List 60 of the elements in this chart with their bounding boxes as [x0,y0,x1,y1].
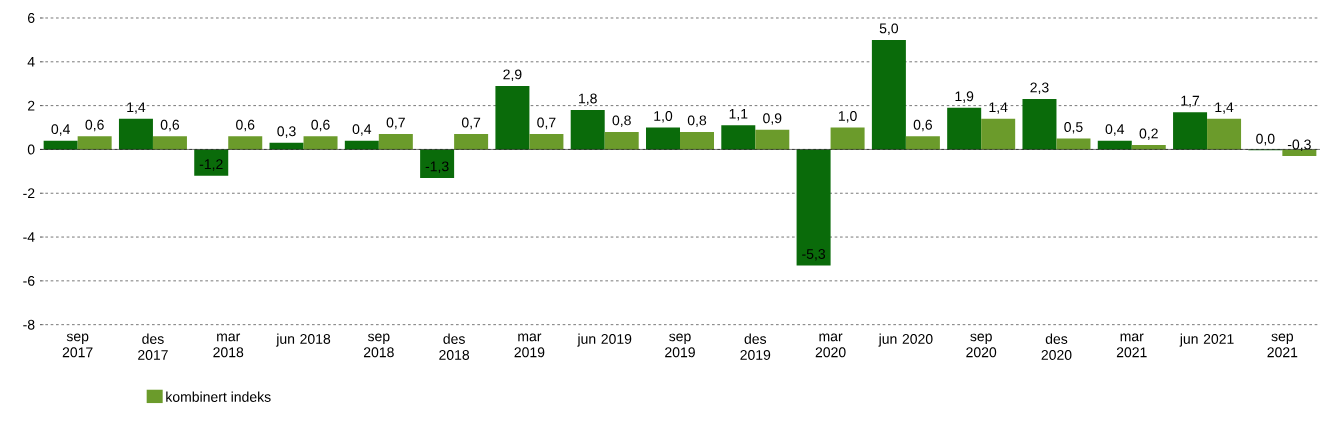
data-label: 1,0 [838,111,857,123]
data-label: 1,8 [579,93,597,106]
data-label: 0,8 [687,115,707,127]
data-label: 1,9 [955,91,974,103]
data-label: -1,3 [425,161,449,173]
x-tick-label: jun 2021 [1179,333,1234,347]
x-tick-label: jun 2019 [577,333,632,347]
data-label: 2,3 [1030,82,1049,95]
x-tick-label: jun 2018 [275,333,331,347]
x-tick-label: des 2019 [740,333,771,360]
data-label: 1,4 [1215,102,1234,114]
x-tick-label: mar 2018 [213,333,244,358]
data-label: 0,4 [1105,124,1125,136]
x-tick-label: mar 2019 [514,333,545,358]
x-tick-label: sep 2021 [1267,333,1298,358]
data-label: 1,4 [989,102,1008,114]
data-label: -0,3 [1287,139,1311,152]
y-tick-label: 4 [27,57,35,67]
x-tick-label: sep 2019 [665,333,695,358]
y-tick-label: -2 [23,188,35,199]
data-label: -5,3 [802,249,826,261]
data-label: 0,3 [277,126,296,138]
y-tick-label: -8 [23,319,35,330]
x-tick-label: sep 2018 [363,333,394,358]
data-label: 5,0 [879,23,899,35]
data-label: -1,2 [199,159,223,171]
data-label: 0,4 [352,124,372,136]
x-tick-label: sep 2020 [966,333,997,358]
data-label: 2,9 [503,69,522,81]
x-tick-label: sep 2017 [62,333,93,358]
data-label: 0,6 [160,119,180,132]
data-label: 0,6 [236,119,255,132]
y-tick-label: -4 [23,232,35,242]
x-tick-label: des 2017 [138,333,168,360]
data-label: 1,0 [654,111,673,123]
data-label: 0,6 [85,119,104,132]
x-tick-label: jun 2020 [878,333,933,347]
x-tick-label: des 2020 [1041,333,1072,360]
data-label: 0,7 [537,117,556,130]
data-label: 0,2 [1139,128,1158,141]
data-label: 0,6 [311,119,330,132]
data-label: 1,1 [729,108,748,121]
data-label: 1,7 [1181,95,1200,108]
data-label: 0,5 [1064,121,1083,134]
legend-label: kombinert indeks [166,391,271,402]
x-tick-label: mar 2021 [1116,333,1147,358]
x-tick-label: des 2018 [439,333,470,360]
y-tick-label: 6 [28,13,35,23]
data-label: 0,4 [51,124,70,136]
y-tick-label: 0 [27,144,35,155]
y-tick-label: -6 [23,275,35,286]
x-tick-label: mar 2020 [815,333,846,358]
data-label: 0,7 [461,117,481,130]
y-tick-label: 2 [28,100,35,111]
data-label: 0,9 [763,113,782,125]
data-label: 0,7 [386,117,405,130]
data-label: 0,8 [612,115,631,127]
data-label: 0,0 [1256,133,1275,146]
data-label: 0,6 [913,119,932,132]
data-label: 1,4 [127,102,146,114]
